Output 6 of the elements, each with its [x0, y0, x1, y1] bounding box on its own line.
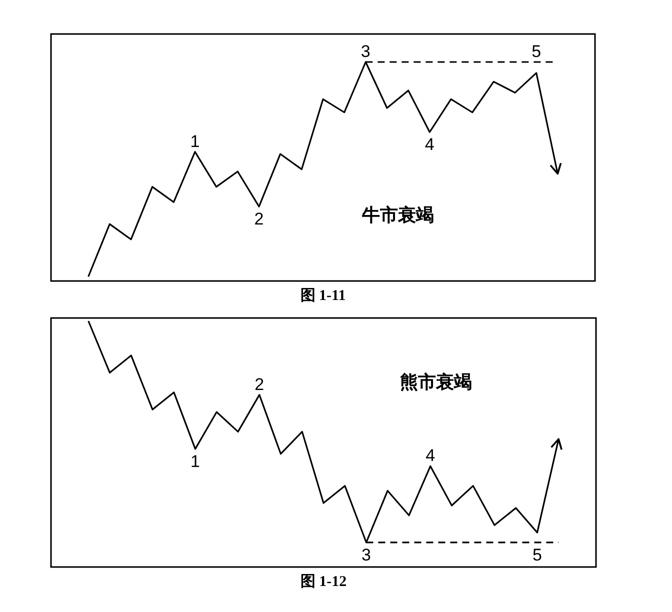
caption: 图 1-11: [300, 288, 346, 304]
annotation: 5: [532, 42, 542, 61]
annotation: 3: [360, 42, 370, 61]
caption: 图 1-12: [300, 574, 347, 590]
annotation: 3: [362, 545, 371, 564]
annotation: 5: [532, 545, 542, 564]
